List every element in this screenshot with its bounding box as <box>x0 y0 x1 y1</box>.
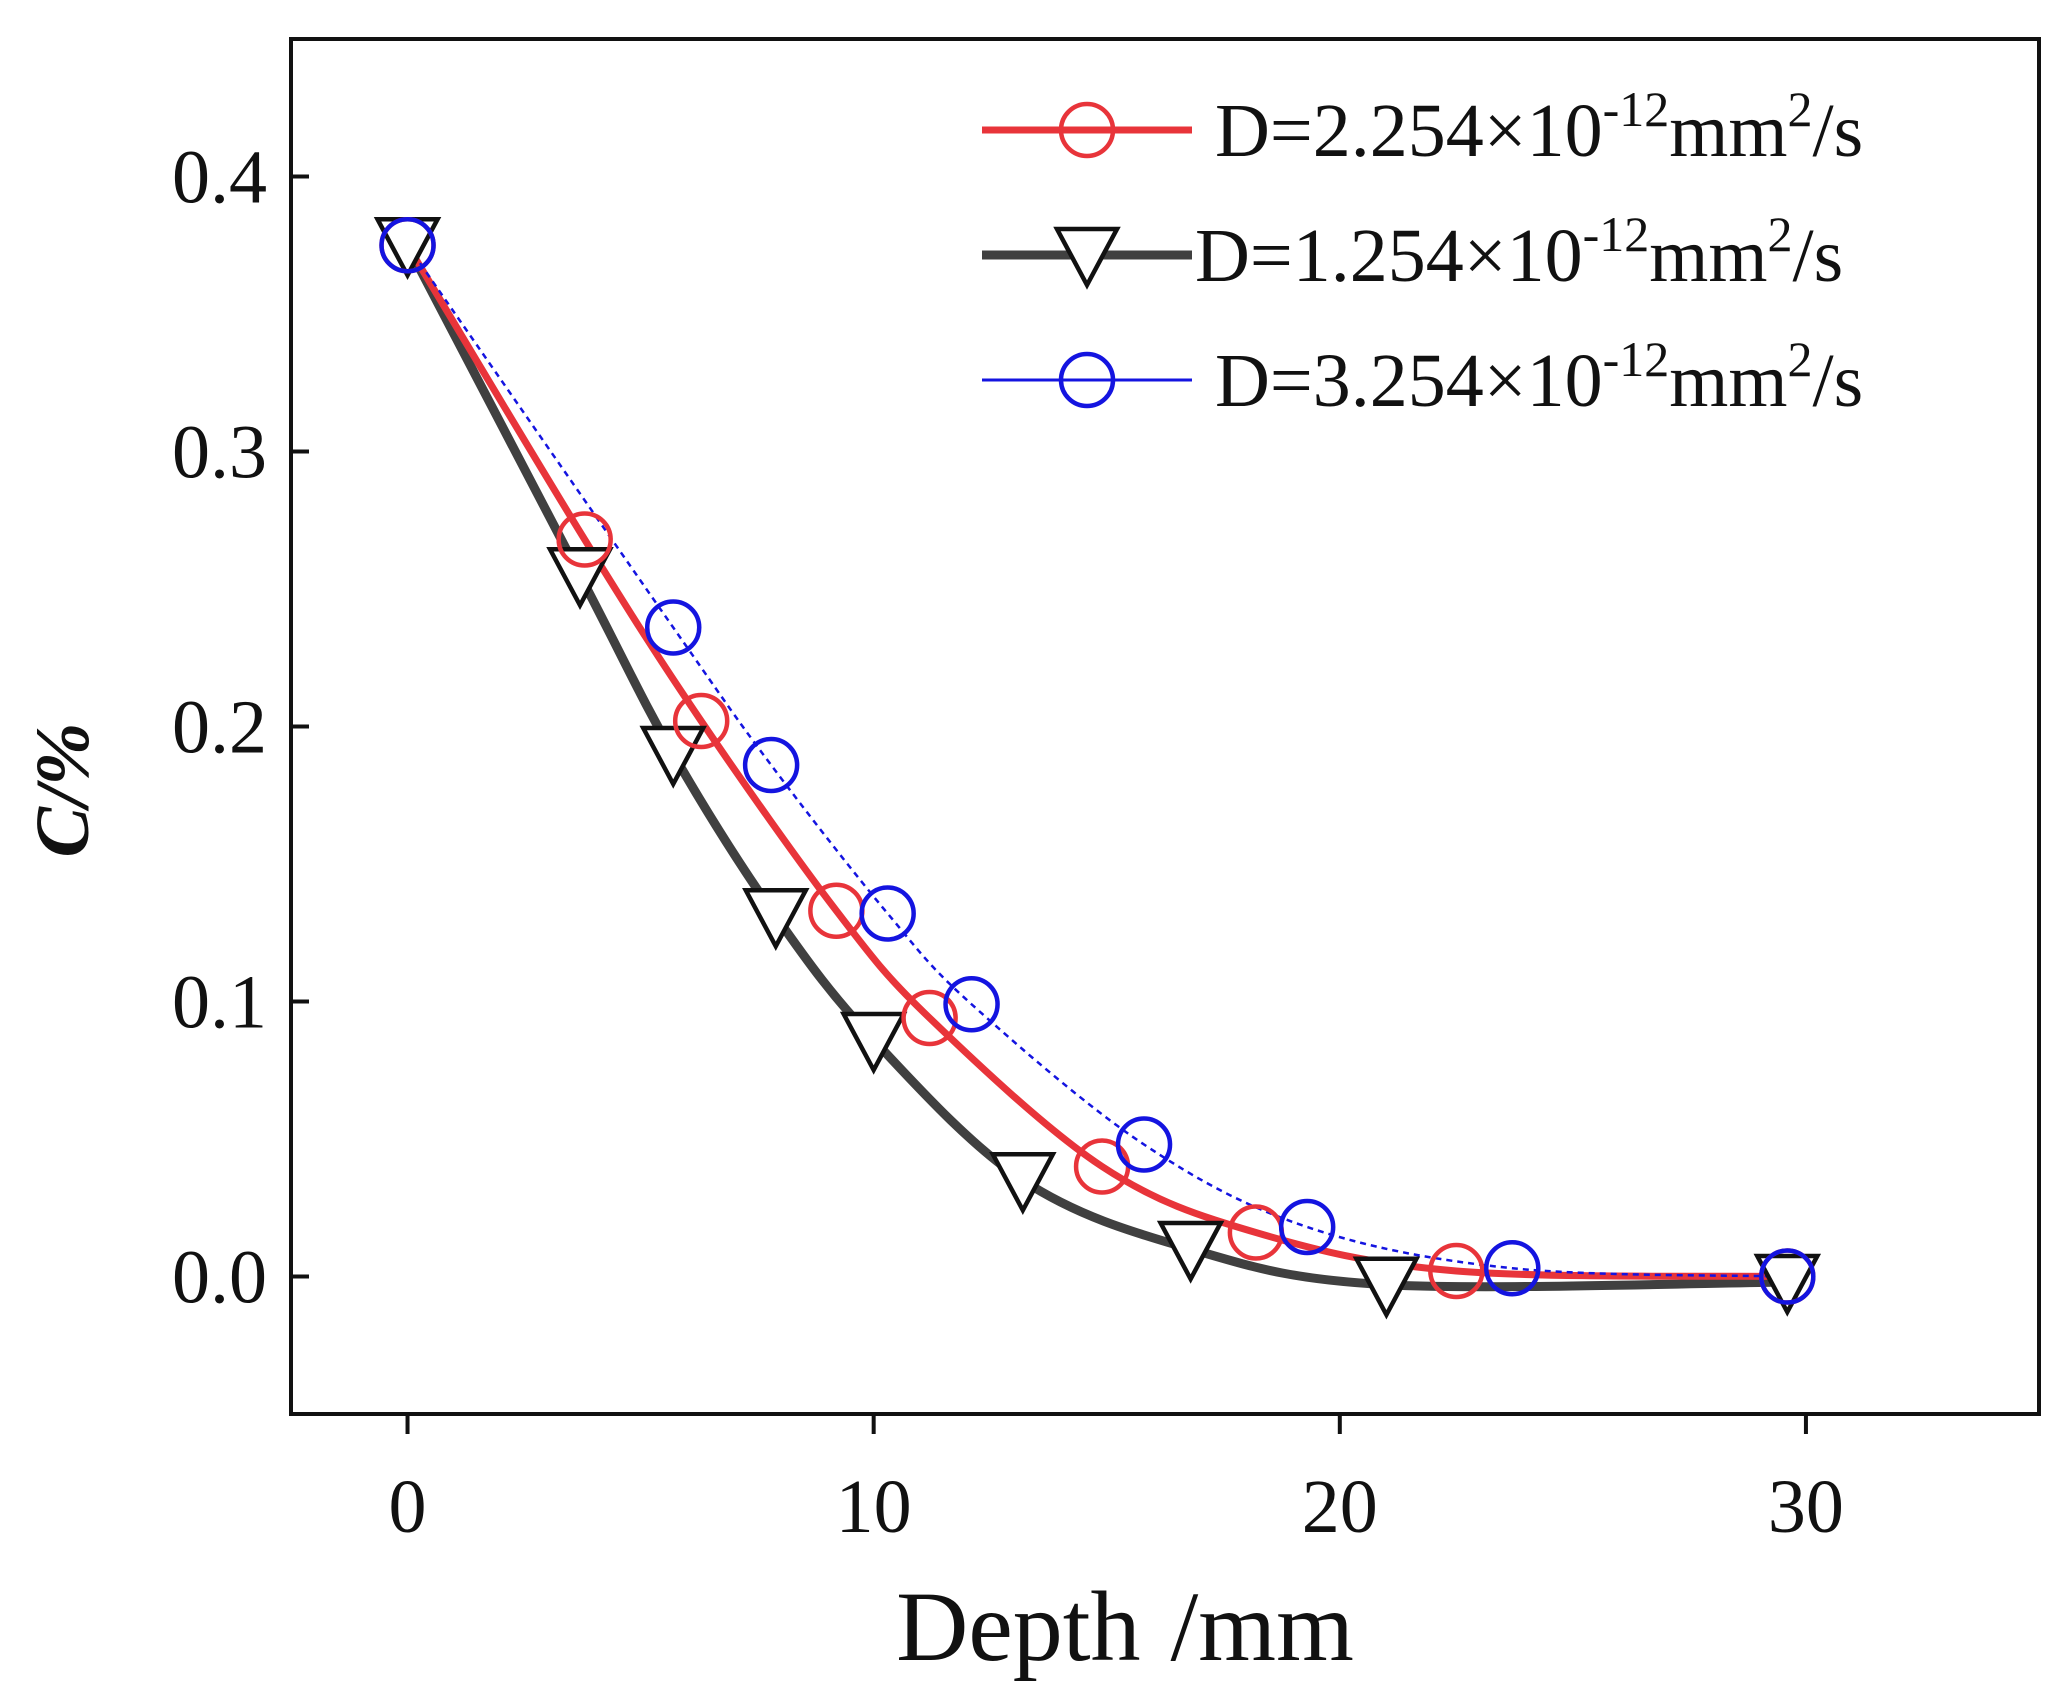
legend-unit: mm <box>1649 214 1767 298</box>
legend-tail: /s <box>1813 89 1864 173</box>
x-axis-title-unit: /mm <box>1171 1571 1354 1682</box>
series-2-point <box>1753 1253 1822 1317</box>
legend-tail: /s <box>1793 214 1844 298</box>
series-3-point <box>1278 1198 1336 1256</box>
legend: D=2.254×10-12mm2/sD=1.254×10-12mm2/sD=3.… <box>982 81 1863 423</box>
y-tick-label: 0.3 <box>172 411 267 495</box>
legend-main: D=3.254×10 <box>1215 339 1603 423</box>
series-1-point <box>556 511 613 568</box>
legend-label-2: D=1.254×10-12mm2/s <box>1195 206 1843 298</box>
series-2-point <box>989 1152 1057 1216</box>
y-tick-label: 0.4 <box>172 136 267 220</box>
series-1-point <box>901 989 958 1047</box>
legend-unit-exponent: 2 <box>1768 206 1793 262</box>
series-line-3 <box>406 244 1788 1278</box>
x-tick-label: 10 <box>836 1465 912 1549</box>
series-3-point <box>943 976 1000 1033</box>
series-3-point <box>644 599 702 656</box>
series-3-point <box>1115 1116 1173 1173</box>
legend-exponent: -12 <box>1583 206 1650 262</box>
y-tick-label: 0.2 <box>172 686 267 770</box>
series-1-point <box>672 692 730 750</box>
legend-marker-2 <box>1053 226 1121 290</box>
x-tick-label: 30 <box>1768 1465 1844 1549</box>
x-axis-title-name: Depth <box>896 1571 1140 1682</box>
series-2-point <box>1352 1256 1421 1320</box>
legend-main: D=2.254×10 <box>1215 89 1603 173</box>
legend-main: D=1.254×10 <box>1195 214 1583 298</box>
series-2-point <box>742 888 810 952</box>
legend-marker-3 <box>1058 351 1116 409</box>
axis-ticks: 0.0 0.1 0.2 0.3 0.4 0 10 20 30 <box>172 136 1844 1550</box>
x-tick-label: 20 <box>1302 1465 1378 1549</box>
y-axis-title: C/% <box>21 722 105 857</box>
series-2-point <box>1156 1220 1225 1284</box>
legend-unit-exponent: 2 <box>1788 81 1813 137</box>
y-tick-label: 0.1 <box>172 961 267 1045</box>
y-tick-label: 0.0 <box>172 1236 267 1320</box>
legend-label-3: D=3.254×10-12mm2/s <box>1215 331 1863 423</box>
series-3-point <box>1759 1248 1816 1305</box>
legend-unit: mm <box>1669 89 1787 173</box>
series-2-point <box>839 1011 908 1075</box>
series-3-point <box>1484 1240 1541 1297</box>
series-layer <box>373 217 1822 1320</box>
legend-unit: mm <box>1669 339 1787 423</box>
series-3-point <box>379 217 436 274</box>
legend-marker-1 <box>1058 101 1116 159</box>
legend-tail: /s <box>1813 339 1864 423</box>
legend-unit-exponent: 2 <box>1788 331 1813 387</box>
legend-exponent: -12 <box>1603 81 1670 137</box>
x-tick-label: 0 <box>389 1465 427 1549</box>
legend-exponent: -12 <box>1603 331 1670 387</box>
series-1-point <box>1428 1242 1485 1300</box>
x-axis-title: Depth/mm <box>896 1571 1354 1682</box>
legend-label-1: D=2.254×10-12mm2/s <box>1215 81 1863 173</box>
series-3-point <box>859 885 916 942</box>
series-3-point <box>742 736 800 794</box>
